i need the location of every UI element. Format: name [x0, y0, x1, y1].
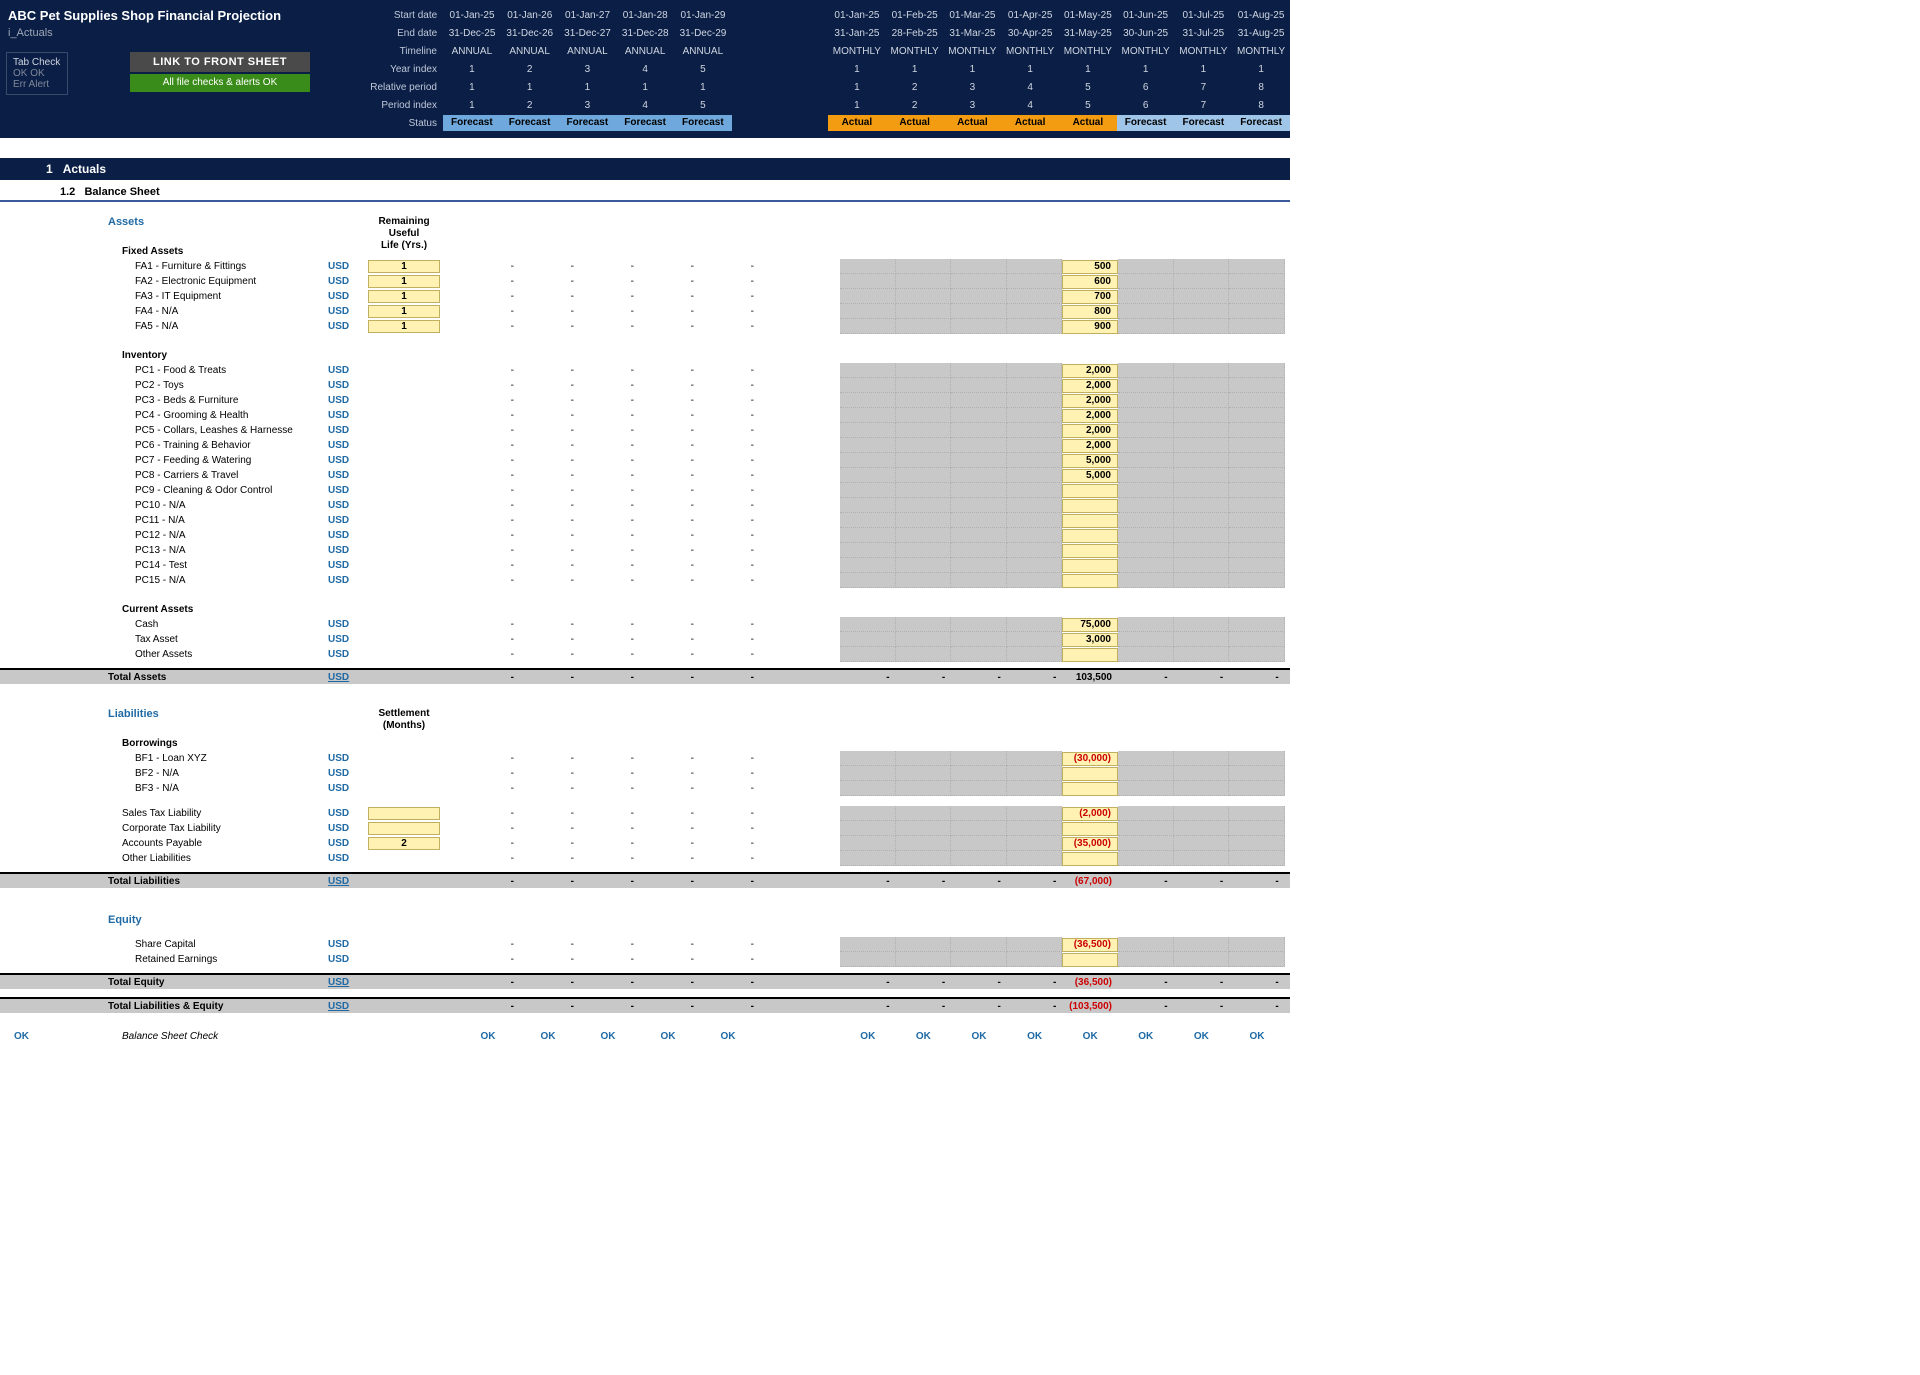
line-item-label: Corporate Tax Liability — [122, 823, 328, 834]
workbook-title: ABC Pet Supplies Shop Financial Projecti… — [0, 8, 356, 23]
assets-heading: Assets — [108, 216, 368, 228]
subsection-header: 1.2 Balance Sheet — [0, 180, 1290, 202]
group-heading: Equity — [108, 914, 328, 926]
line-item-label: PC12 - N/A — [135, 530, 328, 541]
input-cell[interactable]: 1 — [368, 260, 440, 273]
section-header: 1 Actuals — [0, 158, 1290, 180]
input-cell[interactable]: 2 — [368, 837, 440, 850]
line-item-label: PC3 - Beds & Furniture — [135, 395, 328, 406]
total-label: Total Equity — [108, 977, 328, 988]
line-item-label: Cash — [135, 619, 328, 630]
line-item-label: BF1 - Loan XYZ — [135, 753, 328, 764]
line-item-label: FA5 - N/A — [135, 321, 328, 332]
line-item-label: PC10 - N/A — [135, 500, 328, 511]
line-item-label: PC7 - Feeding & Watering — [135, 455, 328, 466]
input-cell[interactable]: 1 — [368, 290, 440, 303]
line-item-label: PC4 - Grooming & Health — [135, 410, 328, 421]
balance-check-label: Balance Sheet Check — [122, 1031, 328, 1042]
group-heading: Inventory — [122, 350, 342, 361]
line-item-label: PC13 - N/A — [135, 545, 328, 556]
line-item-label: Share Capital — [135, 939, 328, 950]
line-item-label: FA3 - IT Equipment — [135, 291, 328, 302]
line-item-label: PC1 - Food & Treats — [135, 365, 328, 376]
liabilities-heading: Liabilities — [108, 708, 368, 720]
line-item-label: Tax Asset — [135, 634, 328, 645]
line-item-label: BF3 - N/A — [135, 783, 328, 794]
check-ok-indicator: OK — [0, 1031, 30, 1042]
line-item-label: Other Liabilities — [122, 853, 328, 864]
input-cell[interactable]: 1 — [368, 320, 440, 333]
total-label: Total Assets — [108, 672, 328, 683]
line-item-label: Other Assets — [135, 649, 328, 660]
line-item-label: FA1 - Furniture & Fittings — [135, 261, 328, 272]
line-item-label: PC6 - Training & Behavior — [135, 440, 328, 451]
meta-label: Start date — [356, 10, 443, 21]
group-heading: Fixed Assets — [122, 246, 342, 257]
input-cell[interactable]: 1 — [368, 275, 440, 288]
line-item-label: Retained Earnings — [135, 954, 328, 965]
total-label: Total Liabilities — [108, 876, 328, 887]
alerts-status-button[interactable]: All file checks & alerts OK — [130, 74, 310, 92]
sheet-name: i_Actuals — [0, 27, 356, 39]
line-item-label: BF2 - N/A — [135, 768, 328, 779]
line-item-label: PC2 - Toys — [135, 380, 328, 391]
line-item-label: PC14 - Test — [135, 560, 328, 571]
total-label: Total Liabilities & Equity — [108, 1001, 328, 1012]
header-panel: ABC Pet Supplies Shop Financial Projecti… — [0, 0, 1290, 138]
input-cell[interactable]: 1 — [368, 305, 440, 318]
link-front-button[interactable]: LINK TO FRONT SHEET — [130, 52, 310, 72]
input-cell[interactable] — [368, 807, 440, 820]
group-heading: Current Assets — [122, 604, 342, 615]
line-item-label: FA2 - Electronic Equipment — [135, 276, 328, 287]
line-item-label: PC8 - Carriers & Travel — [135, 470, 328, 481]
balance-sheet-grid: AssetsRemaining Useful Life (Yrs.)Fixed … — [0, 216, 1290, 1045]
line-item-label: Sales Tax Liability — [122, 808, 328, 819]
line-item-label: FA4 - N/A — [135, 306, 328, 317]
line-item-label: PC5 - Collars, Leashes & Harnesse — [135, 425, 328, 436]
line-item-label: PC9 - Cleaning & Odor Control — [135, 485, 328, 496]
line-item-label: PC11 - N/A — [135, 515, 328, 526]
group-heading: Borrowings — [122, 738, 342, 749]
input-cell[interactable] — [368, 822, 440, 835]
line-item-label: PC15 - N/A — [135, 575, 328, 586]
line-item-label: Accounts Payable — [122, 838, 328, 849]
tab-check-panel: Tab Check OK OK Err Alert — [6, 52, 68, 95]
